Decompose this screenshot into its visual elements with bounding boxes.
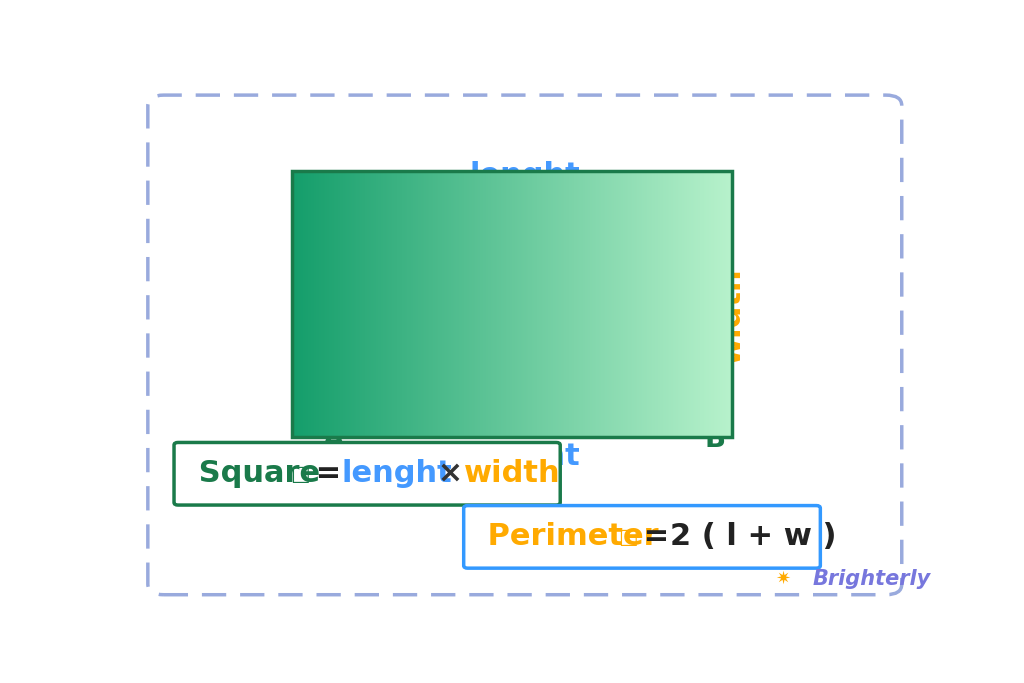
Text: ✷: ✷ (775, 570, 791, 588)
Text: □: □ (290, 464, 309, 484)
Text: D: D (322, 179, 345, 207)
FancyBboxPatch shape (174, 443, 560, 505)
Text: width: width (717, 268, 745, 364)
Text: 2 ( l + w ): 2 ( l + w ) (670, 522, 836, 551)
Text: Perimeter: Perimeter (477, 522, 658, 551)
Text: =: = (633, 522, 680, 551)
Text: C: C (705, 179, 725, 207)
Text: Brighterly: Brighterly (812, 569, 931, 589)
FancyBboxPatch shape (464, 505, 820, 568)
FancyBboxPatch shape (147, 95, 902, 595)
Text: □: □ (617, 527, 638, 547)
Text: B: B (705, 425, 726, 453)
Text: A: A (324, 425, 345, 453)
Text: width: width (304, 268, 333, 364)
Text: lenght: lenght (469, 161, 581, 190)
Text: ×: × (427, 459, 474, 488)
Text: Square: Square (187, 459, 319, 488)
Text: lenght: lenght (469, 442, 581, 471)
Text: lenght: lenght (342, 459, 453, 488)
Text: width: width (464, 459, 560, 488)
Text: =: = (305, 459, 352, 488)
